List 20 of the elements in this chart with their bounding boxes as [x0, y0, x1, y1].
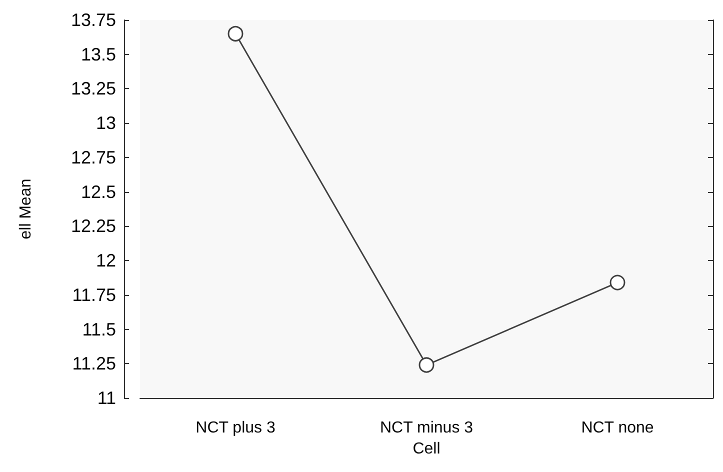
y-tick-label: 11.75 [72, 284, 116, 305]
point [228, 26, 244, 42]
y-axis-title: ell Mean [18, 178, 34, 240]
x-axis-title: Cell [412, 440, 440, 458]
y-tick-label: 11.5 [82, 319, 116, 340]
x-tick-label: NCT none [581, 420, 654, 436]
point [418, 357, 434, 373]
y-tick-label: 11.25 [72, 354, 116, 374]
y-tick-label: 13.25 [70, 78, 116, 99]
x-tick-label: NCT minus 3 [380, 420, 474, 436]
y-tick-label: 13 [96, 113, 116, 134]
y-tick-label: 11 [97, 388, 116, 408]
y-tick-label: 12.75 [70, 147, 116, 168]
y-tick-label: 12.25 [70, 216, 116, 236]
y-tick-label: 13.5 [80, 44, 116, 64]
point [610, 274, 626, 290]
x-tick-label: NCT plus 3 [196, 420, 276, 436]
y-tick-label: 12.5 [80, 182, 116, 202]
y-tick-label: 13.75 [70, 10, 116, 30]
y-tick-label: 12 [96, 250, 116, 271]
